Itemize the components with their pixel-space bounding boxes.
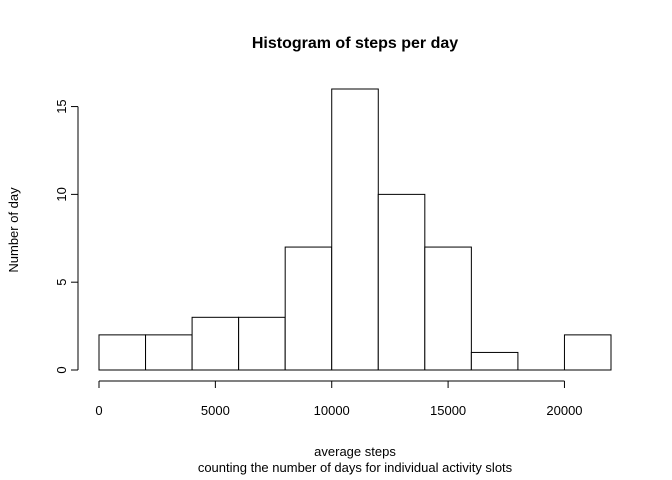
- y-tick-label: 15: [54, 99, 69, 113]
- x-axis-label: average steps: [314, 444, 396, 459]
- histogram-bar: [98, 334, 147, 371]
- histogram-bar: [238, 316, 286, 371]
- histogram-bar: [563, 334, 612, 371]
- histogram-bar: [377, 193, 426, 371]
- y-axis: 0 5 10 15: [54, 99, 79, 374]
- histogram-bar: [470, 351, 519, 371]
- y-tick-label: 0: [54, 366, 69, 373]
- x-tick-label: 15000: [430, 403, 466, 418]
- histogram-bar: [191, 316, 240, 371]
- x-tick-label: 5000: [201, 403, 230, 418]
- x-tick-label: 20000: [546, 403, 582, 418]
- x-tick-label: 10000: [314, 403, 350, 418]
- chart-title: Histogram of steps per day: [252, 35, 458, 52]
- histogram-bar: [284, 246, 333, 371]
- histogram-bar: [424, 246, 472, 371]
- y-axis-label: Number of day: [6, 187, 21, 273]
- x-axis: 0 5000 10000 15000 20000: [95, 380, 583, 418]
- y-tick-label: 5: [54, 279, 69, 286]
- histogram-bar: [331, 88, 379, 371]
- bars-group: [98, 88, 612, 371]
- histogram-bar: [145, 334, 193, 371]
- y-tick-label: 10: [54, 187, 69, 201]
- x-tick-label: 0: [95, 403, 102, 418]
- x-axis-subtitle: counting the number of days for individu…: [198, 460, 513, 475]
